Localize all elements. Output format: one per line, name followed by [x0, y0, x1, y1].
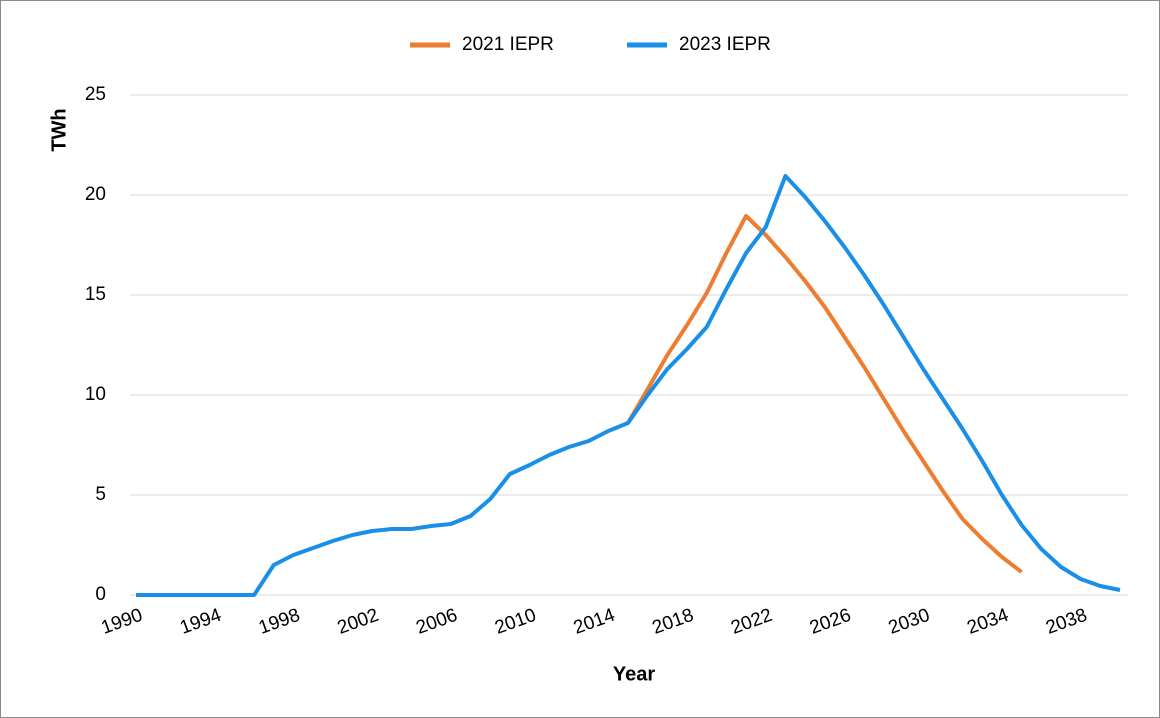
legend-label: 2021 IEPR [462, 34, 554, 55]
data-line [136, 174, 1121, 597]
y-tick-label: 20 [85, 184, 106, 205]
y-tick-label: 10 [85, 384, 106, 405]
x-axis-label: Year [613, 663, 655, 685]
y-tick-label: 25 [85, 84, 106, 105]
y-tick-label: 0 [95, 584, 106, 605]
y-tick-label: 5 [95, 484, 106, 505]
y-tick-label: 15 [85, 284, 106, 305]
legend-label: 2023 IEPR [679, 34, 771, 55]
y-axis-label: TWh [48, 108, 70, 151]
data-line [626, 214, 1023, 574]
